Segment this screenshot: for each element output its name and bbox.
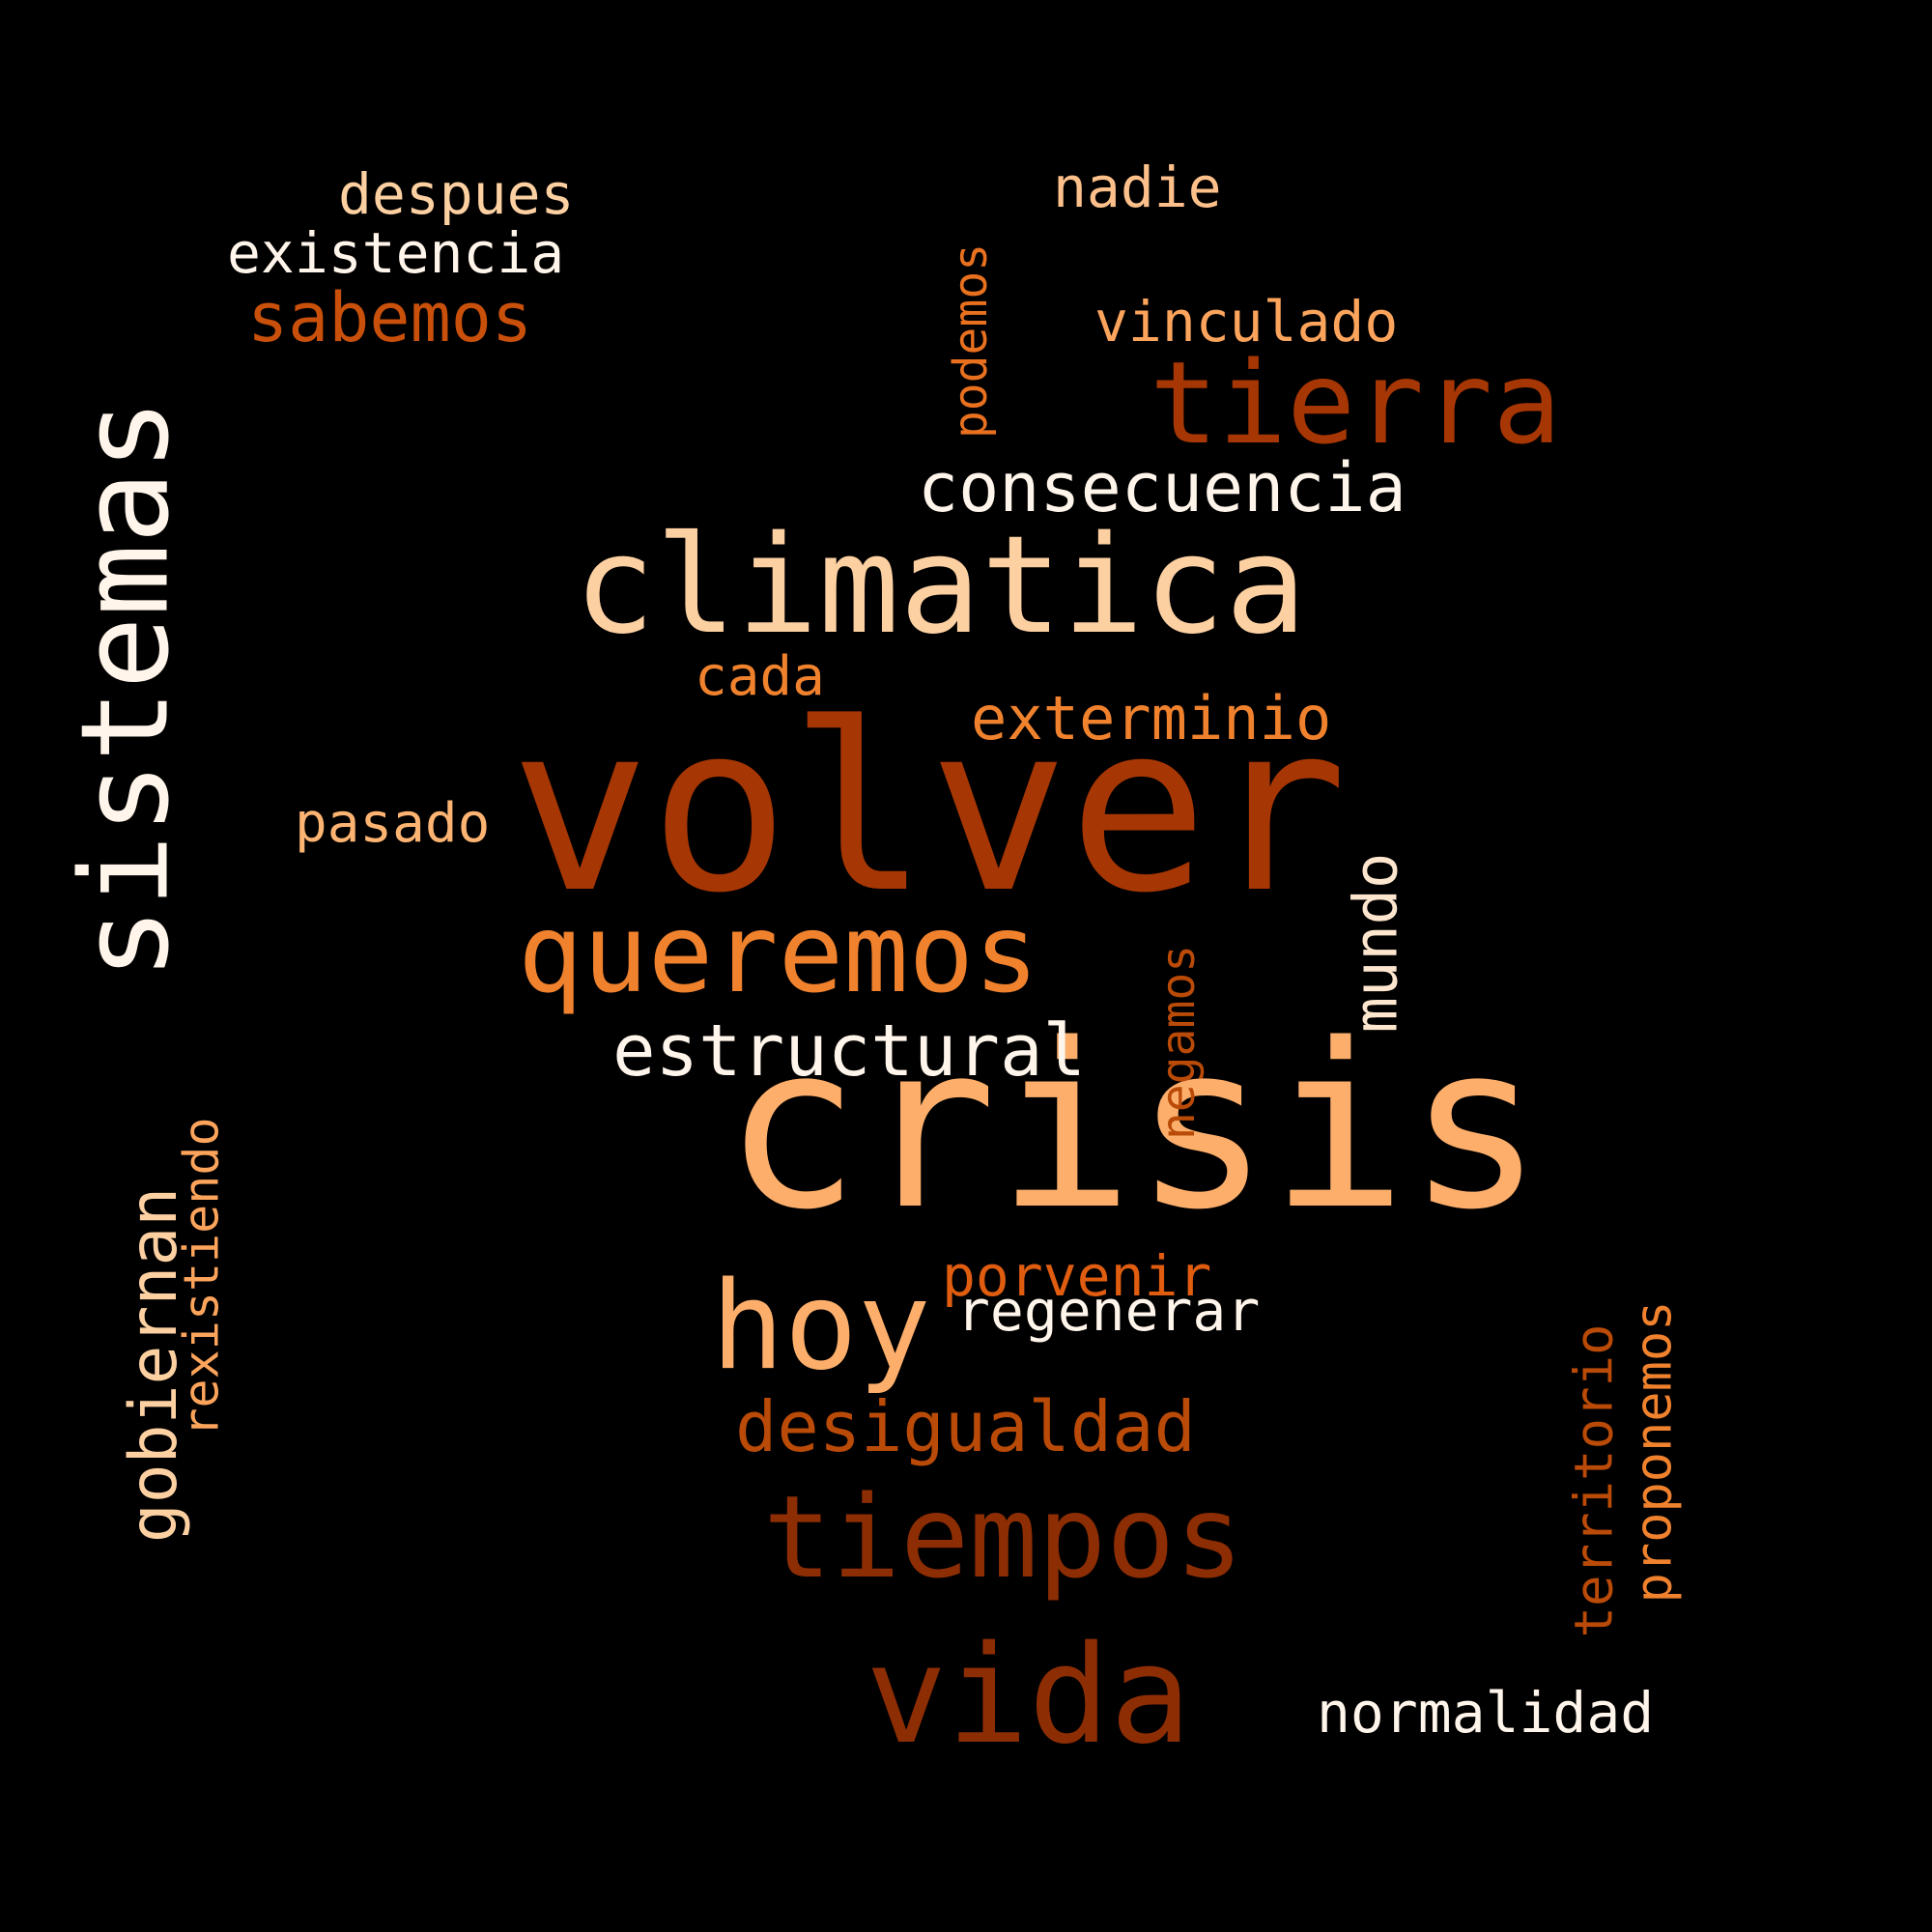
word-volver: volver <box>510 673 1348 944</box>
word-hoy: hoy <box>711 1255 931 1397</box>
word-pasado: pasado <box>295 792 491 855</box>
word-existencia: existencia <box>227 220 565 286</box>
word-sistemas: sistemas <box>55 397 196 980</box>
word-estructural: estructural <box>612 1009 1087 1093</box>
word-consecuencia: consecuencia <box>918 448 1406 527</box>
word-vinculado: vinculado <box>1094 289 1399 355</box>
word-podemos: podemos <box>944 242 999 440</box>
word-desigualdad: desigualdad <box>735 1386 1196 1467</box>
word-vida: vida <box>866 1617 1192 1775</box>
word-normalidad: normalidad <box>1317 1680 1655 1746</box>
word-regenerar: regenerar <box>956 1278 1261 1344</box>
word-rexistiendo: rexistiendo <box>173 1117 230 1437</box>
word-queremos: queremos <box>518 892 1039 1017</box>
word-territorio: territorio <box>1563 1323 1625 1638</box>
word-exterminio: exterminio <box>971 683 1332 753</box>
word-climatica: climatica <box>574 507 1307 665</box>
word-tierra: tierra <box>1150 336 1562 469</box>
word-nadie: nadie <box>1053 155 1222 220</box>
word-negamos: negamos <box>1151 944 1207 1141</box>
word-mundo: mundo <box>1339 852 1410 1034</box>
word-sabemos: sabemos <box>247 278 533 357</box>
word-proponemos: proponemos <box>1625 1300 1684 1604</box>
word-porvenir: porvenir <box>942 1243 1212 1309</box>
word-tiempos: tiempos <box>763 1470 1244 1604</box>
word-crisis: crisis <box>724 996 1544 1260</box>
word-cada: cada <box>695 645 825 708</box>
word-despues: despues <box>338 161 575 227</box>
